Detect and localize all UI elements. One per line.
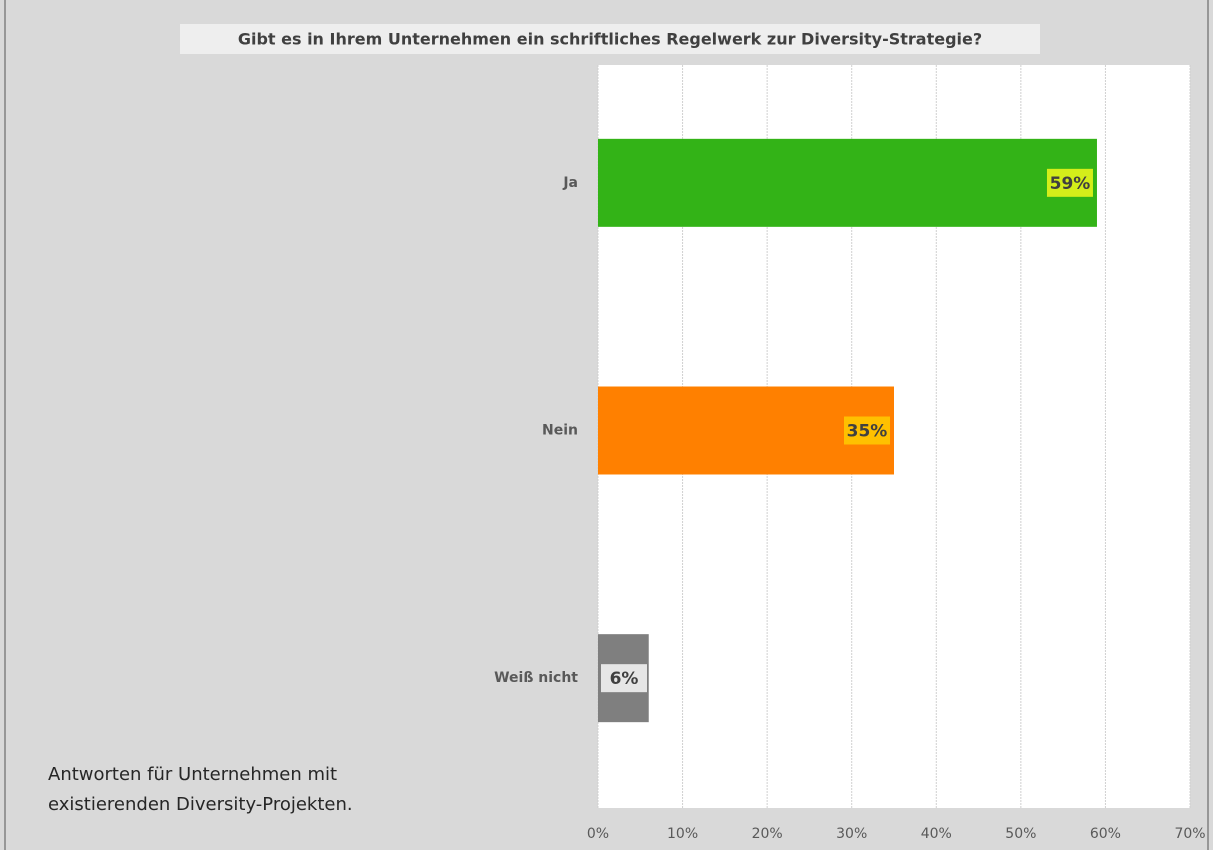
data-label-box [601,664,647,693]
x-tick-label: 30% [836,826,867,842]
annotation: Antworten für Unternehmen mit [48,764,337,785]
data-label: 59% [1050,174,1091,194]
chart-title: Gibt es in Ihrem Unternehmen ein schrift… [238,30,982,49]
data-label: 35% [847,422,888,442]
x-tick-label: 0% [587,826,609,842]
x-tick-label: 10% [667,826,698,842]
x-tick-label: 40% [921,826,952,842]
title-box [180,24,1040,54]
data-label: 6% [610,669,639,689]
x-tick-label: 20% [752,826,783,842]
y-tick-label: Weiß nicht [494,670,578,686]
y-tick-label: Ja [562,175,578,191]
x-tick-label: 70% [1174,826,1205,842]
bar [598,138,1097,227]
data-label-box [844,416,890,445]
y-tick-label: Nein [542,423,578,439]
annotation: existierenden Diversity-Projekten. [48,794,353,815]
x-tick-label: 50% [1005,826,1036,842]
data-label-box [1046,168,1093,197]
x-tick-label: 60% [1090,826,1121,842]
